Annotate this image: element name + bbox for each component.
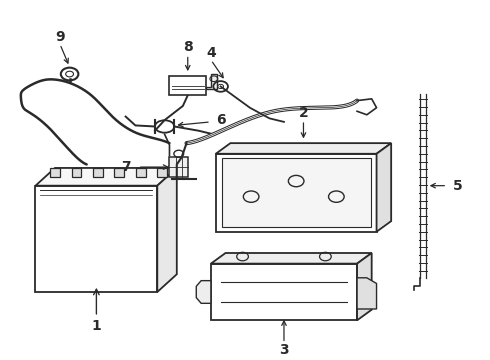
Polygon shape bbox=[93, 168, 103, 177]
Text: 9: 9 bbox=[55, 30, 65, 44]
Polygon shape bbox=[72, 168, 81, 177]
Text: 1: 1 bbox=[92, 319, 101, 333]
Polygon shape bbox=[357, 278, 376, 309]
Polygon shape bbox=[221, 158, 371, 228]
Polygon shape bbox=[196, 281, 211, 303]
Polygon shape bbox=[357, 253, 372, 320]
Text: 5: 5 bbox=[453, 179, 463, 193]
Text: 2: 2 bbox=[298, 106, 308, 120]
Polygon shape bbox=[206, 74, 217, 89]
Polygon shape bbox=[157, 168, 167, 177]
Polygon shape bbox=[157, 168, 177, 292]
Polygon shape bbox=[115, 168, 124, 177]
Text: 7: 7 bbox=[121, 160, 130, 174]
Polygon shape bbox=[216, 143, 391, 154]
Polygon shape bbox=[216, 154, 376, 232]
Polygon shape bbox=[376, 143, 391, 232]
Polygon shape bbox=[211, 264, 357, 320]
Text: 4: 4 bbox=[206, 46, 216, 60]
Polygon shape bbox=[50, 168, 60, 177]
Polygon shape bbox=[170, 76, 206, 95]
Text: 8: 8 bbox=[183, 40, 193, 54]
Text: 3: 3 bbox=[279, 343, 289, 357]
Polygon shape bbox=[35, 186, 157, 292]
Polygon shape bbox=[136, 168, 146, 177]
Polygon shape bbox=[35, 168, 177, 186]
Polygon shape bbox=[170, 157, 188, 177]
Text: 6: 6 bbox=[216, 113, 225, 127]
Polygon shape bbox=[211, 253, 372, 264]
